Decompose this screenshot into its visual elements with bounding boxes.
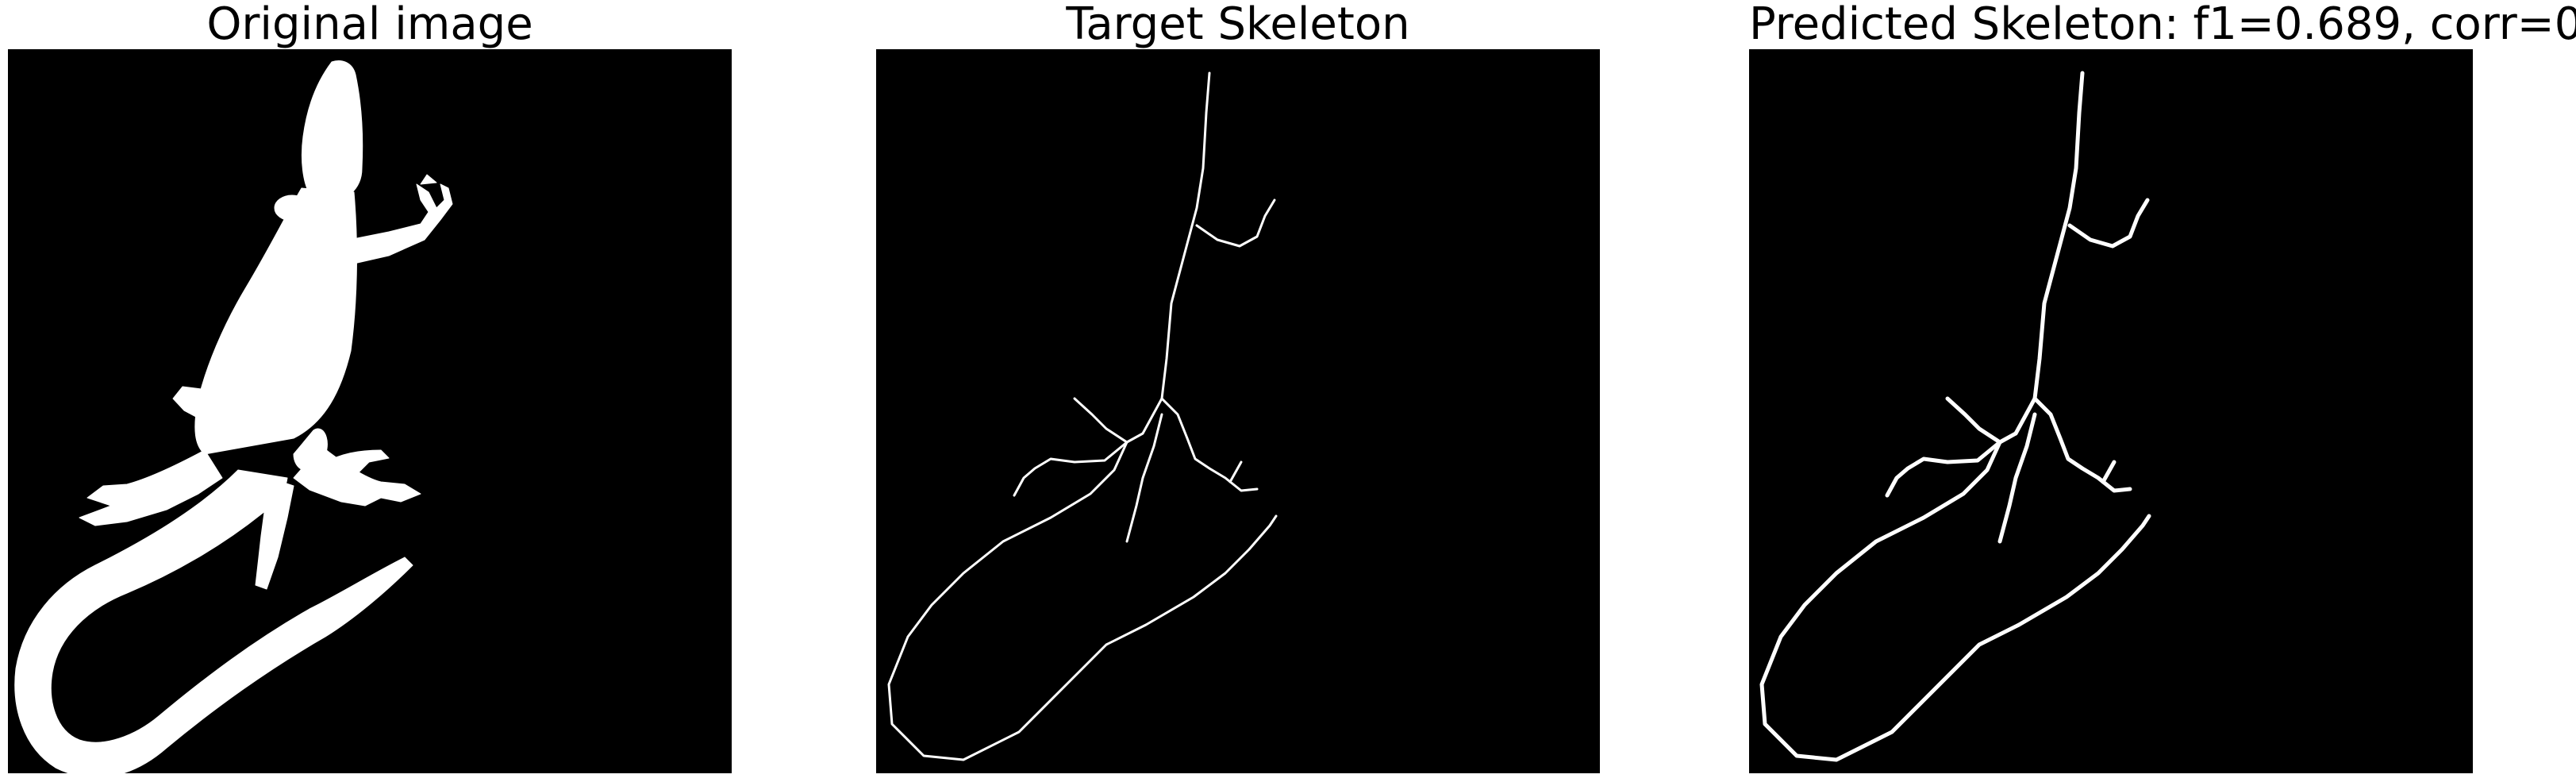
panel-title-original: Original image [206, 0, 533, 50]
predicted-skeleton-panel [1749, 49, 2473, 773]
predicted-skeleton [1759, 71, 2151, 762]
panel-title-target: Target Skeleton [1066, 0, 1410, 50]
original-image-panel [8, 49, 732, 773]
lizard-silhouette [14, 60, 453, 773]
panel-title-predicted: Predicted Skeleton: f1=0.689, corr=0.724 [1749, 0, 2576, 50]
target-skeleton [887, 71, 1278, 761]
target-skeleton-panel [876, 49, 1600, 773]
